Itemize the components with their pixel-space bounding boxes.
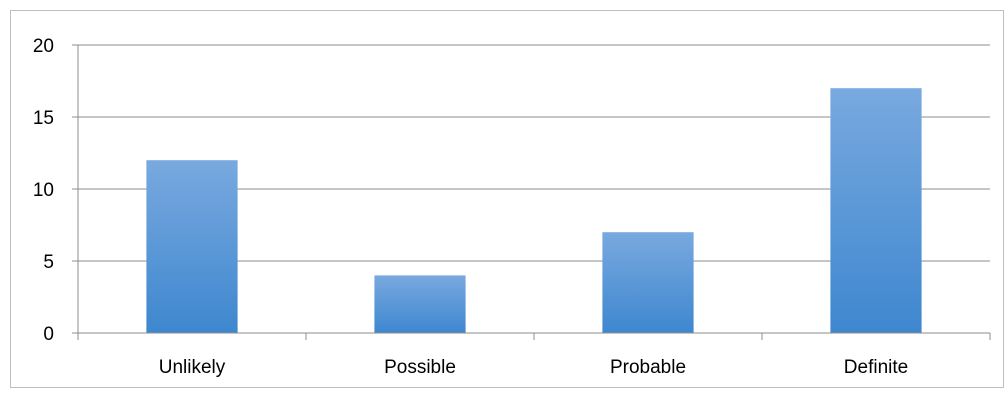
y-axis-tick-labels: 0 5 10 15 20: [33, 36, 54, 345]
x-category-label: Definite: [844, 357, 908, 378]
x-axis: [77, 332, 991, 340]
y-tick-label: 15: [33, 108, 54, 129]
bar-definite: [830, 88, 922, 333]
bar-unlikely: [146, 160, 238, 333]
bar-possible: [374, 275, 466, 333]
x-category-label: Unlikely: [159, 357, 226, 378]
y-tick-label: 20: [33, 36, 54, 57]
y-tick-label: 5: [43, 252, 54, 273]
bar-probable: [602, 232, 694, 333]
bars: [146, 88, 922, 333]
x-category-label: Possible: [384, 357, 456, 378]
x-category-label: Probable: [610, 357, 686, 378]
x-axis-category-labels: Unlikely Possible Probable Definite: [159, 357, 908, 378]
y-tick-label: 0: [43, 324, 54, 345]
y-tick-label: 10: [33, 180, 54, 201]
